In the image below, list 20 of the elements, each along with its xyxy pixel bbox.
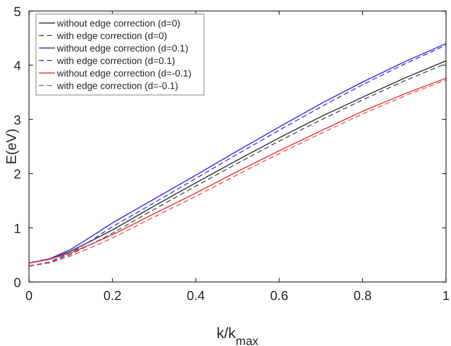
legend-label: with edge correction (d=0) xyxy=(56,31,168,42)
x-axis-title: k/k$_{max}$ xyxy=(216,325,258,346)
x-tick-label: 0 xyxy=(25,288,33,303)
legend-label: without edge correction (d=-0.1) xyxy=(56,68,192,80)
y-tick-label: 0 xyxy=(14,275,21,290)
y-tick-label: 4 xyxy=(14,58,21,74)
legend-label: without edge correction (d=0) xyxy=(56,18,180,30)
x-tick-label: 0.2 xyxy=(103,288,122,303)
legend-label: with edge correction (d=0.1) xyxy=(56,56,176,67)
x-tick-label: 1 xyxy=(442,288,450,303)
y-tick-label: 5 xyxy=(14,4,21,19)
x-tick-label: 0.6 xyxy=(270,288,288,303)
y-tick-label: 1 xyxy=(14,220,21,236)
y-axis-title: E(eV) xyxy=(2,128,19,164)
legend-label: with edge correction (d=-0.1) xyxy=(56,81,178,92)
x-tick-label: 0.4 xyxy=(186,288,205,303)
x-tick-label: 0.8 xyxy=(354,288,372,303)
y-tick-label: 3 xyxy=(14,112,21,128)
y-tick-label: 2 xyxy=(14,166,21,182)
legend-label: without edge correction (d=0.1) xyxy=(56,44,188,54)
